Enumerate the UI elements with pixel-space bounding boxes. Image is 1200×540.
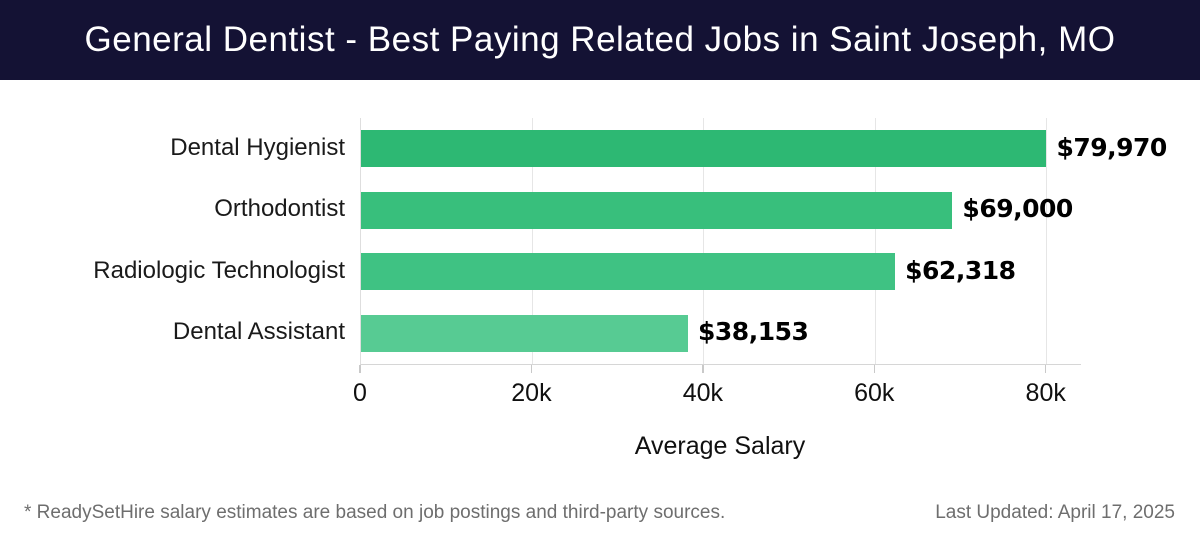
footer-disclaimer: * ReadySetHire salary estimates are base… — [24, 502, 726, 523]
x-tick-label: 80k — [1025, 379, 1066, 407]
x-tick-mark — [530, 365, 533, 373]
value-label: $62,318 — [905, 255, 1016, 285]
category-label: Orthodontist — [214, 195, 345, 223]
page-title: General Dentist - Best Paying Related Jo… — [84, 20, 1116, 59]
x-tick-mark — [1044, 365, 1047, 373]
x-axis-ticks — [359, 365, 1080, 375]
gridline — [531, 118, 533, 364]
value-label: $38,153 — [698, 317, 809, 347]
x-tick-label: 20k — [511, 379, 552, 407]
x-tick-mark — [702, 365, 704, 373]
x-tick-label: 60k — [854, 379, 895, 407]
bar — [361, 314, 689, 352]
x-tick-label: 40k — [682, 379, 723, 407]
value-label: $69,000 — [962, 194, 1073, 224]
gridline — [703, 118, 705, 364]
plot-area — [360, 118, 1081, 365]
gridline — [1046, 118, 1048, 364]
bar — [361, 130, 1047, 168]
x-tick-label: 0 — [353, 379, 367, 407]
x-tick-mark — [359, 365, 361, 373]
category-label: Dental Hygienist — [170, 133, 345, 161]
category-label: Radiologic Technologist — [93, 256, 345, 284]
x-tick-mark — [873, 365, 876, 373]
bar — [361, 191, 953, 229]
category-label: Dental Assistant — [172, 318, 345, 346]
value-label: $79,970 — [1056, 132, 1167, 162]
footer-last-updated: Last Updated: April 17, 2025 — [935, 502, 1175, 523]
gridline — [874, 118, 876, 364]
chart-rows: Dental Hygienist $79,970 Orthodontist $69,0… — [0, 118, 1200, 364]
bar — [361, 253, 896, 291]
x-axis-tick-labels: 0 20k 40k 60k 80k — [353, 379, 1080, 409]
x-axis-title: Average Salary — [634, 432, 806, 460]
title-bar: General Dentist - Best Paying Related Jo… — [0, 0, 1200, 80]
